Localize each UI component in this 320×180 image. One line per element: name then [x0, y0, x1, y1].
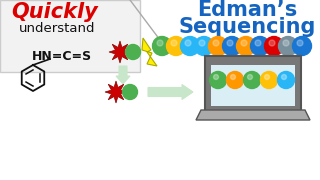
FancyBboxPatch shape — [0, 0, 140, 72]
Circle shape — [213, 75, 219, 80]
Circle shape — [277, 71, 294, 89]
Text: understand: understand — [19, 21, 95, 35]
Circle shape — [125, 44, 140, 60]
Circle shape — [153, 37, 172, 55]
Text: Quickly: Quickly — [12, 2, 98, 22]
Circle shape — [199, 40, 205, 46]
Circle shape — [251, 37, 269, 55]
Circle shape — [210, 71, 227, 89]
Circle shape — [265, 37, 284, 55]
Circle shape — [222, 37, 242, 55]
Circle shape — [123, 84, 138, 100]
Polygon shape — [196, 110, 310, 120]
FancyArrow shape — [148, 84, 193, 100]
Circle shape — [209, 37, 228, 55]
Circle shape — [157, 40, 163, 46]
Circle shape — [247, 75, 252, 80]
Circle shape — [255, 40, 261, 46]
Circle shape — [227, 71, 244, 89]
Circle shape — [195, 37, 213, 55]
Circle shape — [227, 40, 233, 46]
Circle shape — [166, 37, 186, 55]
Circle shape — [282, 75, 286, 80]
Circle shape — [213, 40, 219, 46]
Text: Sequencing: Sequencing — [178, 17, 316, 37]
Circle shape — [297, 40, 303, 46]
Circle shape — [278, 37, 298, 55]
Polygon shape — [142, 38, 157, 66]
Circle shape — [236, 37, 255, 55]
Circle shape — [244, 71, 260, 89]
Circle shape — [292, 37, 311, 55]
Circle shape — [180, 37, 199, 55]
Text: HN=C=S: HN=C=S — [32, 50, 92, 62]
FancyArrow shape — [116, 66, 130, 84]
FancyBboxPatch shape — [205, 56, 301, 112]
Circle shape — [265, 75, 269, 80]
Text: Edman’s: Edman’s — [197, 0, 297, 20]
Circle shape — [269, 40, 275, 46]
Circle shape — [260, 71, 277, 89]
Polygon shape — [109, 41, 131, 63]
Polygon shape — [105, 81, 127, 103]
Circle shape — [171, 40, 177, 46]
Circle shape — [241, 40, 247, 46]
Circle shape — [230, 75, 236, 80]
FancyBboxPatch shape — [211, 65, 295, 106]
Circle shape — [283, 40, 289, 46]
Circle shape — [185, 40, 191, 46]
